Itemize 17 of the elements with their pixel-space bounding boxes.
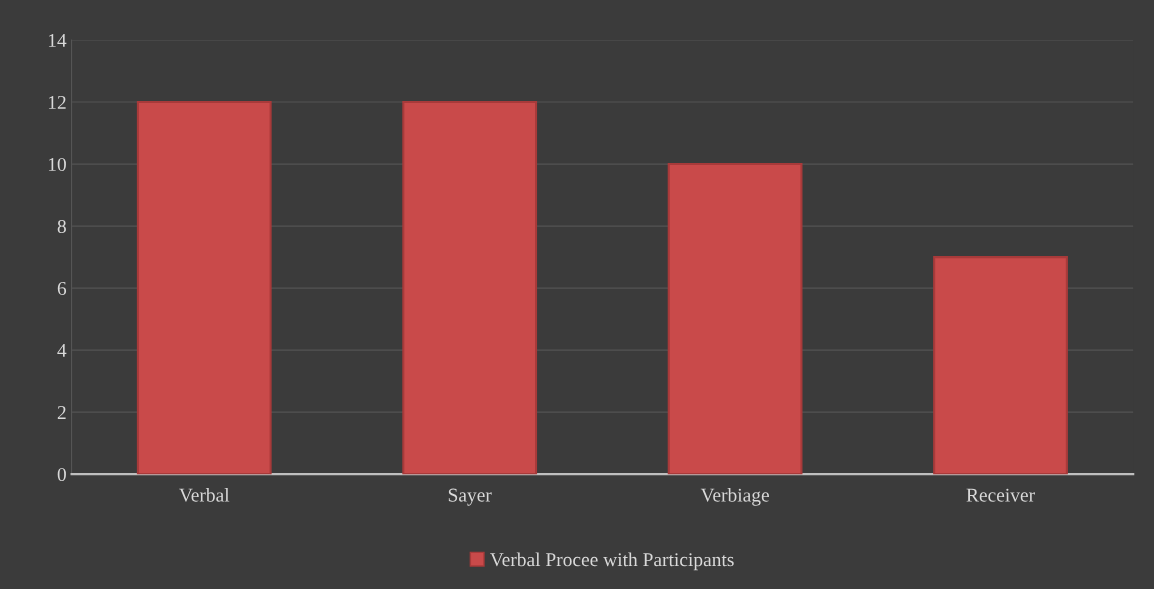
x-tick-label: Verbal (179, 488, 230, 502)
y-tick-label: 12 (48, 95, 66, 109)
bar (136, 101, 272, 475)
x-tick-label: Verbiage (700, 488, 769, 506)
x-tick-label: Receiver (966, 488, 1035, 502)
x-tick-label: Sayer (448, 488, 492, 506)
y-tick-label: 2 (57, 406, 66, 419)
y-tick-label: 8 (57, 219, 66, 234)
legend-label: Verbal Procee with Participants (490, 552, 734, 571)
y-tick-label: 14 (48, 33, 67, 47)
y-tick-label: 0 (57, 467, 66, 482)
bar (933, 256, 1068, 475)
y-tick-label: 6 (57, 281, 67, 296)
y-tick-label: 4 (57, 344, 67, 357)
bar (402, 101, 538, 475)
bar (667, 163, 803, 475)
y-tick-label: 10 (48, 157, 66, 172)
